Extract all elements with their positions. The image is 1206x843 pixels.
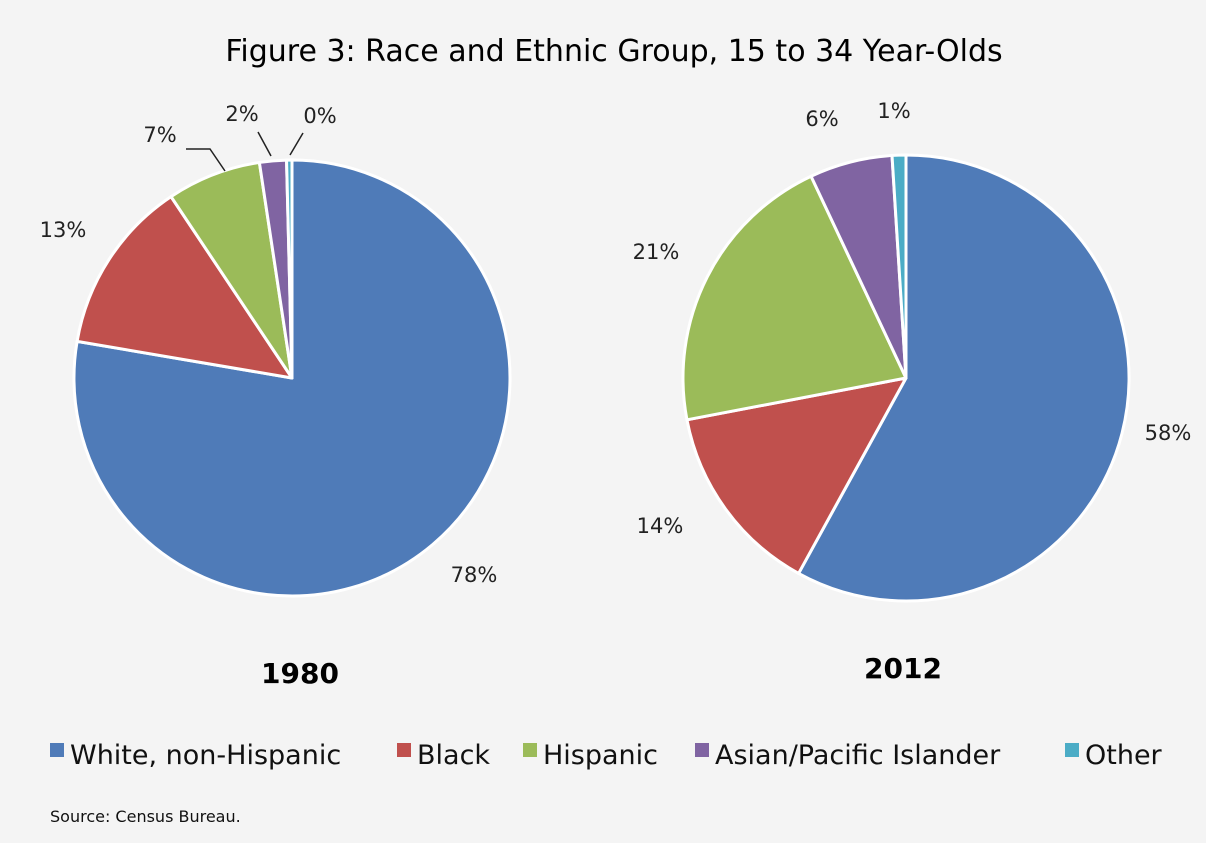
leader-line-1980-hispanic bbox=[186, 148, 226, 172]
pie-chart-2012: 58% 14% 21% 6% 1% bbox=[633, 99, 1192, 603]
pie-title-2012: 2012 bbox=[864, 652, 942, 685]
legend-swatch-white-non-hispanic bbox=[50, 743, 64, 757]
data-label-1980-asian-pacific-islander: 2% bbox=[225, 102, 258, 126]
legend-label-black: Black bbox=[417, 740, 490, 771]
data-label-1980-hispanic: 7% bbox=[143, 123, 176, 147]
legend: White, non-Hispanic Black Hispanic Asian/Pa… bbox=[50, 740, 1163, 771]
pie-slice-2012-white-non-hispanic bbox=[797, 153, 1131, 603]
pie-slice-1980-black bbox=[75, 195, 294, 380]
data-label-1980-other: 0% bbox=[303, 104, 336, 128]
legend-label-white-non-hispanic: White, non-Hispanic bbox=[70, 740, 341, 771]
pie-title-1980: 1980 bbox=[261, 657, 339, 690]
legend-swatch-hispanic bbox=[523, 743, 537, 757]
pie-slice-2012-black bbox=[685, 376, 908, 575]
data-label-1980-white-non-hispanic: 78% bbox=[451, 563, 498, 587]
data-label-2012-white-non-hispanic: 58% bbox=[1145, 421, 1192, 445]
pie-slice-2012-hispanic bbox=[681, 174, 908, 422]
data-label-2012-other: 1% bbox=[877, 99, 910, 123]
source-note: Source: Census Bureau. bbox=[50, 807, 241, 826]
pie-slice-1980-other bbox=[285, 158, 294, 380]
legend-label-other: Other bbox=[1085, 740, 1163, 771]
legend-swatch-black bbox=[397, 743, 411, 757]
data-label-1980-black: 13% bbox=[40, 218, 87, 242]
figure-title: Figure 3: Race and Ethnic Group, 15 to 3… bbox=[225, 34, 1002, 69]
data-label-2012-black: 14% bbox=[637, 514, 684, 538]
leader-line-1980-asian-pacific-islander bbox=[257, 131, 272, 157]
legend-label-hispanic: Hispanic bbox=[543, 740, 658, 771]
leader-line-1980-other bbox=[289, 132, 304, 156]
legend-label-asian-pacific-islander: Asian/Pacific Islander bbox=[715, 740, 1001, 771]
data-label-2012-hispanic: 21% bbox=[633, 240, 680, 264]
pie-chart-1980: 78% 13% 7% 2% 0% bbox=[40, 102, 512, 598]
legend-swatch-other bbox=[1065, 743, 1079, 757]
data-label-2012-asian-pacific-islander: 6% bbox=[805, 107, 838, 131]
pie-slice-2012-other bbox=[890, 153, 908, 380]
legend-swatch-asian-pacific-islander bbox=[695, 743, 709, 757]
